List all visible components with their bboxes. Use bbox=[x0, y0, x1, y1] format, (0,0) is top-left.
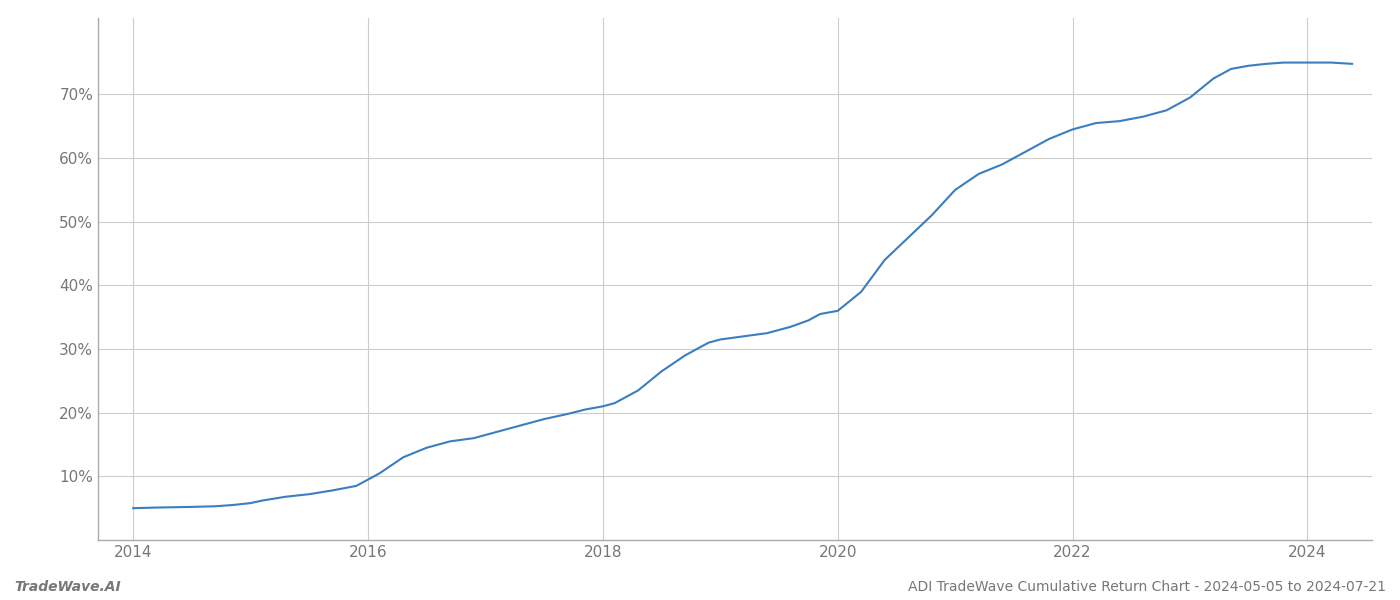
Text: TradeWave.AI: TradeWave.AI bbox=[14, 580, 120, 594]
Text: ADI TradeWave Cumulative Return Chart - 2024-05-05 to 2024-07-21: ADI TradeWave Cumulative Return Chart - … bbox=[909, 580, 1386, 594]
